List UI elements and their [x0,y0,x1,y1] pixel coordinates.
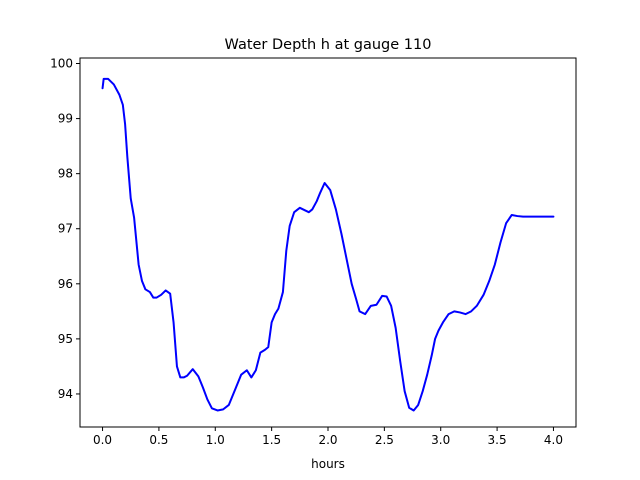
x-tick-label: 0.5 [149,433,168,447]
y-tick-label: 96 [58,277,73,291]
x-tick-label: 2.5 [375,433,394,447]
y-tick-label: 98 [58,167,73,181]
y-tick-label: 99 [58,112,73,126]
x-tick-label: 2.0 [318,433,337,447]
y-tick-label: 100 [50,57,73,71]
x-axis-label: hours [311,457,345,471]
x-axis: 0.0 0.5 1.0 1.5 2.0 2.5 3.0 3.5 4.0 [93,427,563,447]
x-tick-label: 3.0 [431,433,450,447]
y-axis: 94 95 96 97 98 99 100 [50,57,80,401]
series-line [101,77,555,412]
y-tick-label: 95 [58,332,73,346]
x-tick-label: 1.5 [262,433,281,447]
x-tick-label: 4.0 [544,433,563,447]
x-tick-label: 1.0 [206,433,225,447]
x-tick-label: 0.0 [93,433,112,447]
x-tick-label: 3.5 [488,433,507,447]
y-tick-label: 97 [58,222,73,236]
y-tick-label: 94 [58,387,73,401]
chart-title: Water Depth h at gauge 110 [225,37,432,53]
